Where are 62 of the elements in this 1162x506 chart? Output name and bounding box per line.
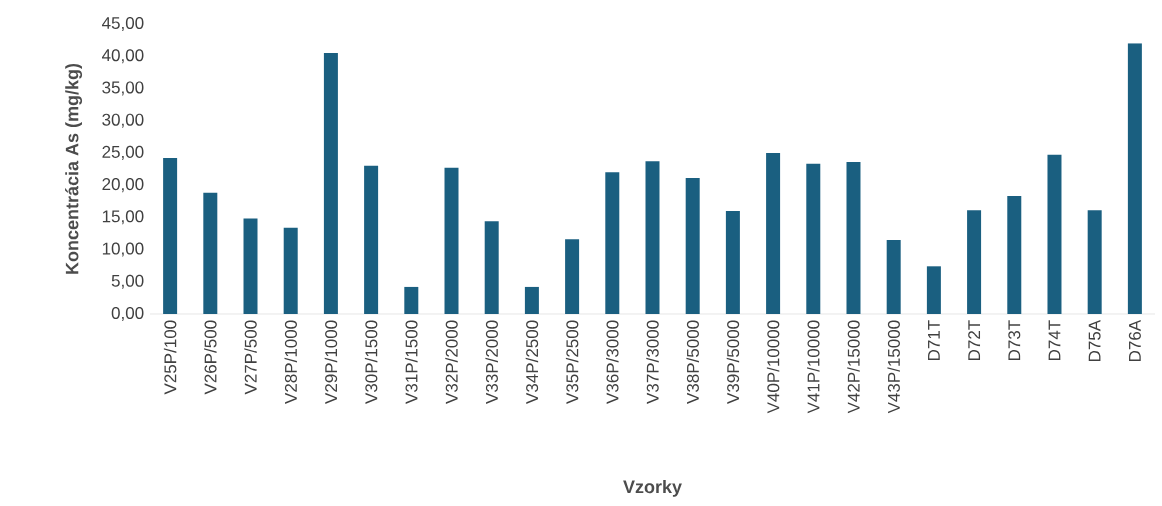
x-tick-label: V25P/100 [163,320,177,395]
bar [766,152,781,314]
x-tick-label: V42P/15000 [847,320,860,414]
bar [806,163,821,314]
x-tick-label: V28P/1000 [284,320,297,404]
x-tick-label: V37P/3000 [646,320,659,404]
y-tick-label: 40,00 [102,49,144,64]
y-axis-title: Koncentrácia As (mg/kg) [65,63,83,274]
x-tick-label: V27P/500 [244,320,257,395]
y-tick-label: 20,00 [102,178,144,193]
y-tick-label: 30,00 [102,113,144,128]
y-tick-label: 10,00 [102,242,144,257]
bar [1087,210,1102,314]
bar [364,165,379,314]
bar [886,239,901,314]
x-tick-label: V30P/1500 [364,320,378,404]
y-tick-label: 25,00 [102,145,144,160]
bar [565,239,580,314]
x-tick-label: D73T [1008,320,1021,361]
x-tick-label: D71T [928,320,940,361]
x-tick-label: V31P/1500 [405,320,418,404]
bar [645,161,660,314]
x-tick-label: V38P/5000 [686,320,699,404]
bar [404,286,419,314]
bar [926,266,941,314]
y-tick-label: 35,00 [102,81,144,96]
bar [605,172,620,314]
y-tick-label: 45,00 [102,16,144,32]
bar [846,161,861,314]
bar [685,178,700,314]
x-tick-label: V39P/5000 [726,320,740,404]
x-tick-label: D72T [968,320,981,361]
bar [1007,196,1022,314]
x-tick-label: V36P/3000 [606,320,619,404]
bar [1047,154,1062,314]
bar [524,286,539,314]
x-tick-label: V34P/2500 [525,320,539,404]
bar [243,218,258,314]
x-tick-label: V33P/2000 [485,320,498,404]
x-tick-label: V40P/10000 [766,320,780,414]
x-tick-label: V41P/10000 [807,320,820,414]
x-tick-label: V35P/2500 [565,320,579,404]
bar [163,158,178,314]
bar [444,167,459,314]
x-tick-label: V26P/500 [204,320,217,395]
x-tick-label: V32P/2000 [445,320,458,404]
bar [283,227,298,314]
bar [1127,43,1142,314]
x-tick-label: V29P/1000 [324,320,338,404]
x-tick-label: D75A [1088,319,1101,361]
y-tick-label: 5,00 [111,274,144,289]
y-tick-label: 0,00 [111,306,144,322]
bar [323,53,338,314]
bar [967,210,982,314]
bar [484,221,499,314]
y-tick-label: 15,00 [102,210,144,225]
x-tick-label: D76A [1128,319,1141,361]
bar [725,210,740,314]
x-axis-title: Vzorky [623,479,682,497]
x-tick-label: V43P/15000 [887,320,900,414]
bar [203,192,218,314]
x-tick-label: D74T [1048,320,1061,361]
